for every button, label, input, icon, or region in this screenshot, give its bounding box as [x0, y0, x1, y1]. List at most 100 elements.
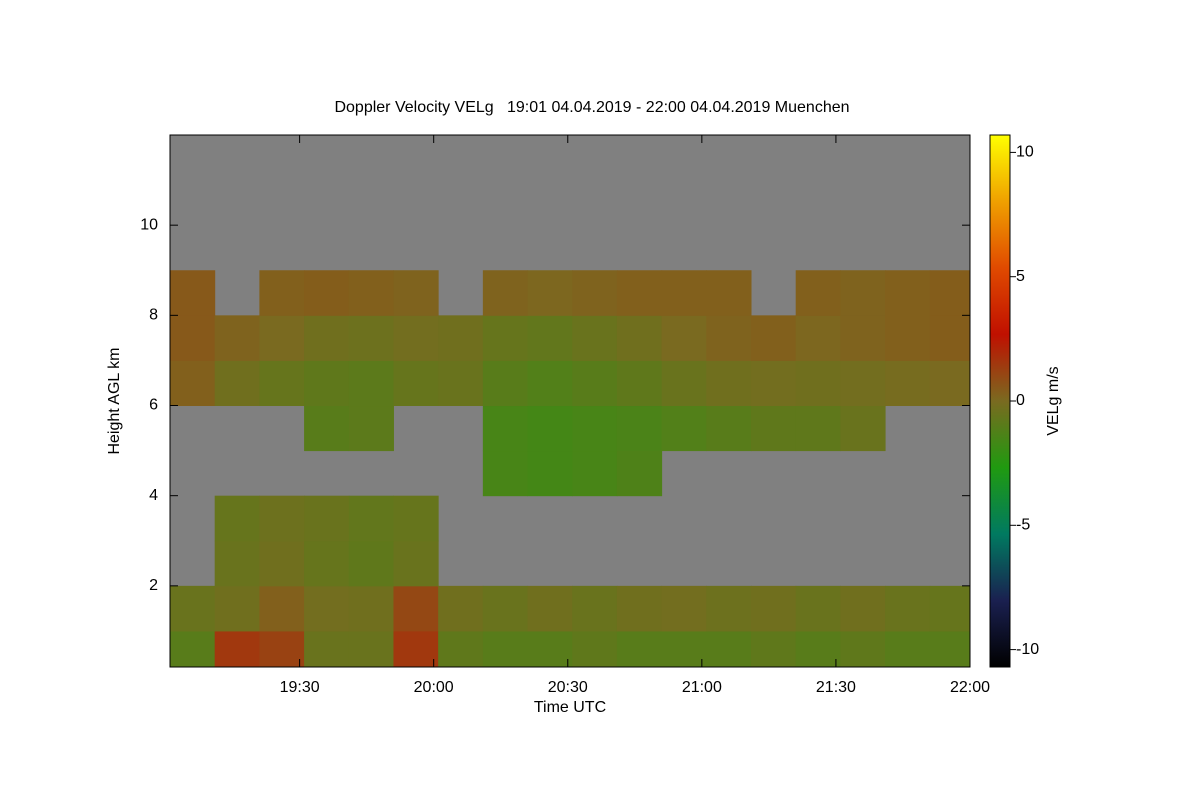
heatmap-cell: [527, 450, 573, 497]
heatmap-cell: [214, 540, 260, 587]
x-tick-label: 20:00: [414, 679, 454, 696]
heatmap-cell: [616, 450, 663, 497]
colorbar-tick-label: 5: [1016, 268, 1025, 285]
heatmap-cell: [929, 585, 970, 632]
heatmap-cell: [393, 315, 439, 361]
heatmap-cell: [393, 630, 439, 667]
heatmap-cell: [661, 585, 707, 632]
heatmap-cell: [885, 585, 931, 632]
heatmap-cell: [438, 630, 484, 667]
heatmap-cell: [795, 405, 841, 452]
heatmap-cell: [304, 540, 350, 587]
colorbar-tick-label: 10: [1016, 144, 1034, 161]
heatmap-cell: [795, 585, 841, 632]
heatmap-cell: [259, 360, 305, 407]
heatmap-cell: [348, 315, 394, 361]
heatmap-cell: [751, 360, 797, 407]
heatmap-cell: [482, 450, 529, 497]
heatmap-cell: [527, 585, 573, 632]
heatmap-cells: [170, 270, 970, 667]
heatmap-cell: [929, 630, 970, 667]
heatmap-cell: [929, 315, 970, 361]
y-tick-label: 2: [149, 577, 158, 594]
heatmap-cell: [706, 630, 752, 667]
y-axis-label: Height AGL km: [106, 347, 123, 454]
heatmap-cell: [840, 405, 886, 452]
heatmap-cell: [304, 495, 350, 542]
heatmap-cell: [840, 585, 886, 632]
x-tick-label: 21:30: [816, 679, 856, 696]
heatmap-cell: [885, 270, 931, 316]
heatmap-cell: [348, 585, 394, 632]
heatmap-cell: [929, 270, 970, 316]
heatmap-cell: [304, 630, 350, 667]
heatmap-cell: [527, 630, 573, 667]
chart-title: Doppler Velocity VELg 19:01 04.04.2019 -…: [334, 99, 849, 116]
heatmap-cell: [482, 630, 529, 667]
heatmap-cell: [482, 585, 529, 632]
heatmap-cell: [393, 585, 439, 632]
x-tick-label: 21:00: [682, 679, 722, 696]
heatmap-cell: [706, 360, 752, 407]
heatmap-cell: [482, 360, 529, 407]
heatmap-cell: [259, 630, 305, 667]
heatmap-cell: [572, 270, 618, 316]
heatmap-cell: [616, 585, 663, 632]
heatmap-cell: [259, 585, 305, 632]
heatmap-cell: [527, 360, 573, 407]
heatmap-cell: [616, 405, 663, 452]
heatmap-cell: [214, 315, 260, 361]
heatmap-cell: [840, 360, 886, 407]
colorbar-tick-label: -5: [1016, 517, 1030, 534]
heatmap-cell: [795, 270, 841, 316]
heatmap-cell: [795, 315, 841, 361]
heatmap-cell: [170, 315, 216, 361]
x-tick-label: 19:30: [280, 679, 320, 696]
heatmap-cell: [527, 270, 573, 316]
heatmap-cell: [304, 585, 350, 632]
heatmap-cell: [616, 630, 663, 667]
heatmap-cell: [706, 585, 752, 632]
heatmap-cell: [170, 585, 216, 632]
heatmap-cell: [214, 360, 260, 407]
heatmap-cell: [482, 315, 529, 361]
colorbar-tick-label: -10: [1016, 641, 1039, 658]
plot-frame: [169, 134, 971, 668]
heatmap-cell: [616, 270, 663, 316]
heatmap-cell: [304, 315, 350, 361]
heatmap-cell: [572, 630, 618, 667]
heatmap-cell: [616, 360, 663, 407]
heatmap-cell: [259, 270, 305, 316]
heatmap-cell: [170, 360, 216, 407]
heatmap-cell: [438, 360, 484, 407]
heatmap-cell: [706, 315, 752, 361]
heatmap-cell: [706, 405, 752, 452]
heatmap-cell: [572, 405, 618, 452]
heatmap-cell: [572, 315, 618, 361]
y-tick-label: 4: [149, 487, 158, 504]
heatmap-cell: [393, 360, 439, 407]
heatmap-cell: [751, 315, 797, 361]
heatmap-cell: [661, 315, 707, 361]
colorbar: [989, 134, 1011, 668]
heatmap-cell: [885, 360, 931, 407]
heatmap-cell: [751, 405, 797, 452]
heatmap-cell: [751, 630, 797, 667]
heatmap-cell: [572, 585, 618, 632]
colorbar-tick-label: 0: [1016, 392, 1025, 409]
heatmap-cell: [438, 315, 484, 361]
x-axis-label: Time UTC: [534, 699, 606, 716]
heatmap-cell: [170, 270, 216, 316]
heatmap-cell: [795, 360, 841, 407]
heatmap-cell: [572, 360, 618, 407]
heatmap-cell: [527, 405, 573, 452]
heatmap-cell: [482, 405, 529, 452]
x-tick-label: 20:30: [548, 679, 588, 696]
heatmap-cell: [795, 630, 841, 667]
heatmap-cell: [661, 630, 707, 667]
heatmap-cell: [661, 270, 707, 316]
heatmap-cell: [170, 630, 216, 667]
heatmap-cell: [393, 270, 439, 316]
heatmap-cell: [572, 450, 618, 497]
